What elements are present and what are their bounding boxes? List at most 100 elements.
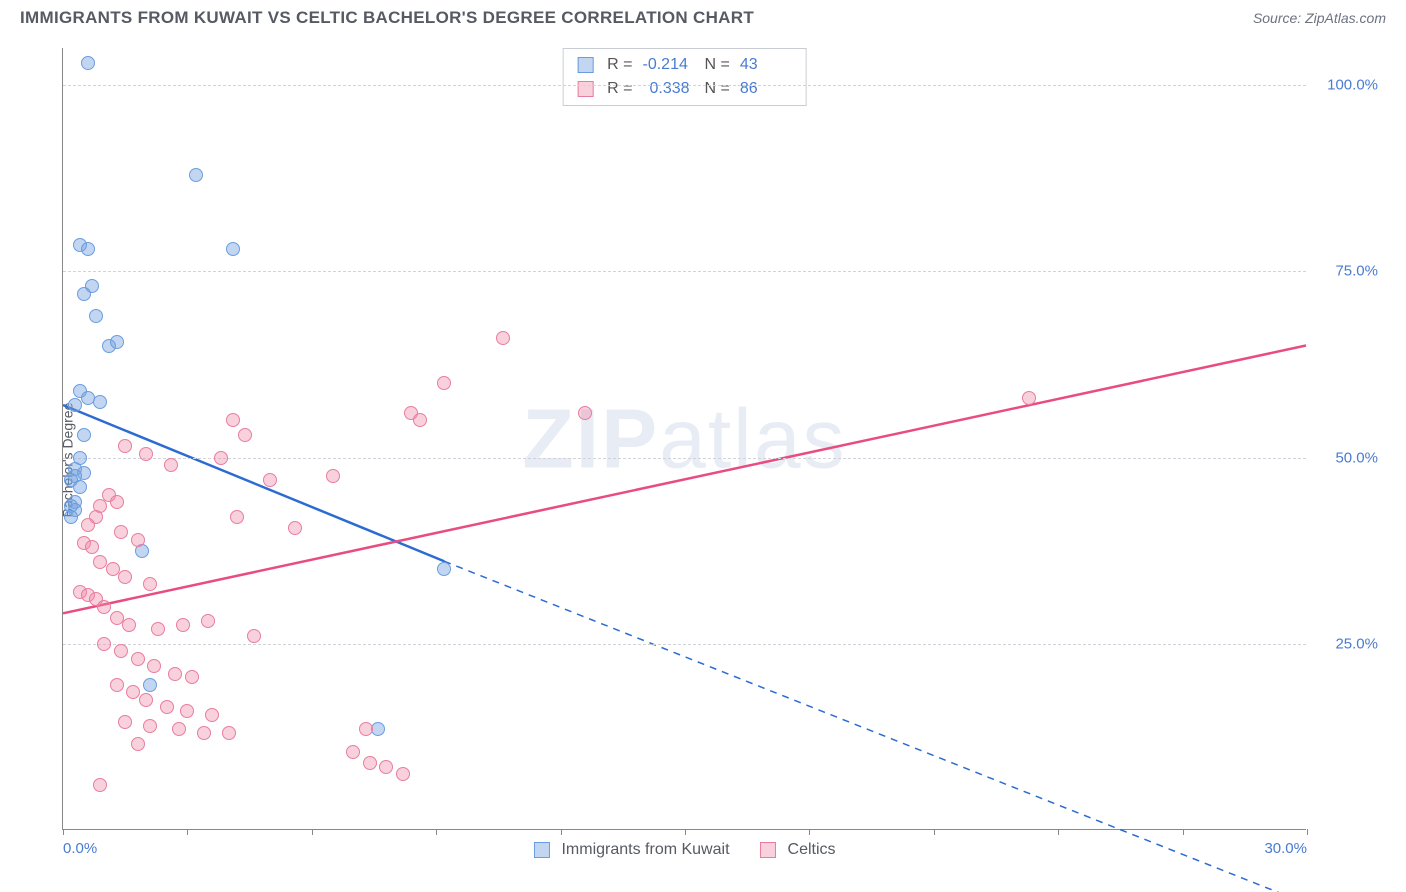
scatter-point-celtics (359, 722, 373, 736)
source-name: ZipAtlas.com (1305, 10, 1386, 26)
swatch-celtics-icon (760, 842, 776, 858)
y-tick-label: 25.0% (1335, 635, 1378, 652)
correlation-legend: R = -0.214 N = 43 R = 0.338 N = 86 (562, 48, 807, 106)
scatter-point-kuwait (77, 287, 91, 301)
scatter-point-celtics (139, 693, 153, 707)
scatter-point-celtics (222, 726, 236, 740)
scatter-point-celtics (238, 428, 252, 442)
scatter-point-celtics (168, 667, 182, 681)
legend-row-kuwait: R = -0.214 N = 43 (577, 53, 792, 77)
n-label: N = (705, 53, 730, 77)
r-value-kuwait: -0.214 (643, 53, 695, 77)
x-tick (1307, 829, 1308, 835)
scatter-point-celtics (131, 652, 145, 666)
scatter-point-celtics (326, 469, 340, 483)
scatter-point-celtics (97, 600, 111, 614)
scatter-point-celtics (437, 376, 451, 390)
scatter-point-kuwait (77, 428, 91, 442)
scatter-point-celtics (114, 525, 128, 539)
x-tick (1058, 829, 1059, 835)
gridline (63, 458, 1306, 459)
x-tick (934, 829, 935, 835)
scatter-point-celtics (288, 521, 302, 535)
scatter-point-celtics (131, 737, 145, 751)
legend-row-celtics: R = 0.338 N = 86 (577, 77, 792, 101)
scatter-point-celtics (118, 715, 132, 729)
scatter-point-celtics (247, 629, 261, 643)
scatter-point-kuwait (64, 510, 78, 524)
scatter-point-celtics (346, 745, 360, 759)
x-tick (312, 829, 313, 835)
x-tick (187, 829, 188, 835)
r-label: R = (607, 53, 632, 77)
n-value-kuwait: 43 (740, 53, 792, 77)
scatter-point-celtics (379, 760, 393, 774)
scatter-point-kuwait (93, 395, 107, 409)
gridline (63, 644, 1306, 645)
scatter-point-celtics (172, 722, 186, 736)
chart-container: Bachelor's Degree ZIPatlas R = -0.214 N … (20, 40, 1386, 880)
x-tick-label-max: 30.0% (1264, 840, 1307, 857)
x-tick (1183, 829, 1184, 835)
trend-line (63, 346, 1306, 614)
scatter-point-celtics (110, 495, 124, 509)
scatter-point-celtics (185, 670, 199, 684)
y-tick-label: 50.0% (1335, 449, 1378, 466)
scatter-point-celtics (85, 540, 99, 554)
chart-title: IMMIGRANTS FROM KUWAIT VS CELTIC BACHELO… (20, 8, 754, 28)
scatter-point-celtics (578, 406, 592, 420)
scatter-point-celtics (230, 510, 244, 524)
scatter-point-kuwait (110, 335, 124, 349)
n-label: N = (705, 77, 730, 101)
scatter-point-kuwait (189, 168, 203, 182)
gridline (63, 85, 1306, 86)
scatter-point-celtics (363, 756, 377, 770)
scatter-point-celtics (147, 659, 161, 673)
scatter-point-kuwait (68, 398, 82, 412)
scatter-point-celtics (1022, 391, 1036, 405)
y-tick-label: 100.0% (1327, 77, 1378, 94)
scatter-point-kuwait (73, 480, 87, 494)
plot-area: ZIPatlas R = -0.214 N = 43 R = 0.338 N =… (62, 48, 1306, 830)
scatter-point-celtics (118, 570, 132, 584)
r-value-celtics: 0.338 (643, 77, 695, 101)
legend-item-kuwait: Immigrants from Kuwait (533, 841, 729, 859)
swatch-celtics (577, 81, 593, 97)
series-legend: Immigrants from Kuwait Celtics (533, 841, 835, 859)
scatter-point-celtics (81, 518, 95, 532)
swatch-kuwait (577, 57, 593, 73)
scatter-point-kuwait (81, 56, 95, 70)
scatter-point-kuwait (437, 562, 451, 576)
scatter-point-celtics (413, 413, 427, 427)
x-tick-label-min: 0.0% (63, 840, 97, 857)
swatch-kuwait-icon (533, 842, 549, 858)
x-tick (561, 829, 562, 835)
legend-label-celtics: Celtics (788, 841, 836, 859)
chart-header: IMMIGRANTS FROM KUWAIT VS CELTIC BACHELO… (0, 0, 1406, 32)
scatter-point-celtics (110, 678, 124, 692)
scatter-point-celtics (205, 708, 219, 722)
scatter-point-kuwait (143, 678, 157, 692)
scatter-point-celtics (496, 331, 510, 345)
scatter-point-kuwait (371, 722, 385, 736)
scatter-point-celtics (114, 644, 128, 658)
scatter-point-kuwait (89, 309, 103, 323)
scatter-point-celtics (143, 719, 157, 733)
legend-label-kuwait: Immigrants from Kuwait (561, 841, 729, 859)
scatter-point-celtics (131, 533, 145, 547)
x-tick (809, 829, 810, 835)
scatter-point-celtics (226, 413, 240, 427)
scatter-point-celtics (201, 614, 215, 628)
y-tick-label: 75.0% (1335, 263, 1378, 280)
scatter-point-celtics (151, 622, 165, 636)
r-label: R = (607, 77, 632, 101)
x-tick (63, 829, 64, 835)
source-prefix: Source: (1253, 10, 1305, 26)
scatter-point-celtics (197, 726, 211, 740)
scatter-point-celtics (118, 439, 132, 453)
scatter-point-celtics (139, 447, 153, 461)
scatter-point-celtics (214, 451, 228, 465)
scatter-point-celtics (97, 637, 111, 651)
scatter-point-celtics (122, 618, 136, 632)
scatter-point-celtics (160, 700, 174, 714)
